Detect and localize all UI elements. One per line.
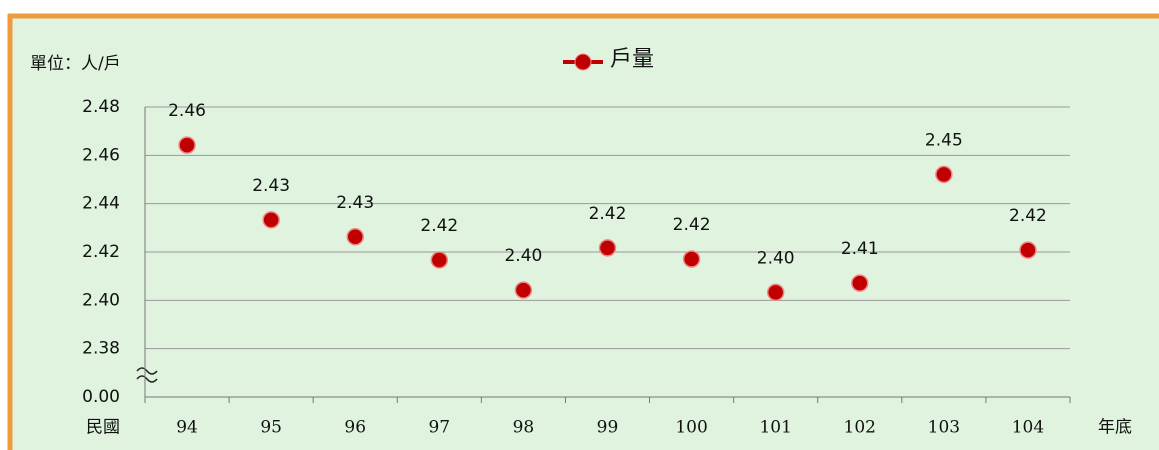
data-point (1019, 241, 1037, 259)
x-axis-left-label: 民國 (86, 418, 120, 438)
data-label: 2.42 (1009, 206, 1047, 226)
y-tick-label: 0.00 (82, 387, 120, 407)
x-tick-label: 97 (428, 418, 450, 438)
y-tick-label: 2.46 (82, 145, 120, 165)
data-label: 2.43 (336, 193, 374, 213)
x-tick-label: 103 (928, 418, 960, 438)
x-tick-label: 95 (260, 418, 282, 438)
data-point (262, 211, 280, 229)
data-label: 2.40 (504, 246, 542, 266)
y-tick-label: 2.44 (82, 194, 120, 214)
x-tick-label: 98 (513, 418, 535, 438)
x-tick-label: 104 (1012, 418, 1044, 438)
data-label: 2.46 (168, 101, 206, 121)
x-tick-label: 102 (844, 418, 876, 438)
data-point (935, 165, 953, 184)
data-label: 2.43 (252, 176, 290, 196)
data-point (682, 250, 701, 268)
data-label: 2.45 (925, 130, 963, 150)
data-label: 2.40 (757, 248, 795, 268)
unit-label: 單位：人/戶 (30, 54, 121, 74)
data-label: 2.42 (420, 216, 458, 236)
data-point (851, 274, 869, 292)
data-label: 2.41 (841, 239, 879, 259)
x-axis-right-label: 年底 (1098, 418, 1132, 438)
legend-label: 戶量 (610, 47, 654, 72)
data-point (766, 283, 785, 302)
x-tick-label: 94 (176, 418, 198, 438)
x-tick-label: 101 (759, 418, 791, 438)
x-tick-label: 100 (675, 418, 707, 438)
x-tick-label: 99 (597, 418, 619, 438)
data-point (598, 239, 617, 257)
axis-break (136, 367, 158, 383)
y-tick-label: 2.38 (82, 339, 120, 359)
data-label: 2.42 (673, 215, 711, 235)
chart-background (10, 16, 1159, 450)
data-point (346, 228, 364, 246)
data-label: 2.42 (589, 204, 627, 224)
data-point (430, 251, 449, 269)
y-tick-label: 2.48 (82, 97, 120, 117)
data-point (514, 281, 533, 299)
y-tick-label: 2.40 (82, 290, 120, 310)
legend-marker (574, 53, 592, 71)
data-point (178, 136, 196, 154)
x-tick-label: 96 (344, 418, 366, 438)
y-tick-label: 2.42 (82, 242, 120, 262)
